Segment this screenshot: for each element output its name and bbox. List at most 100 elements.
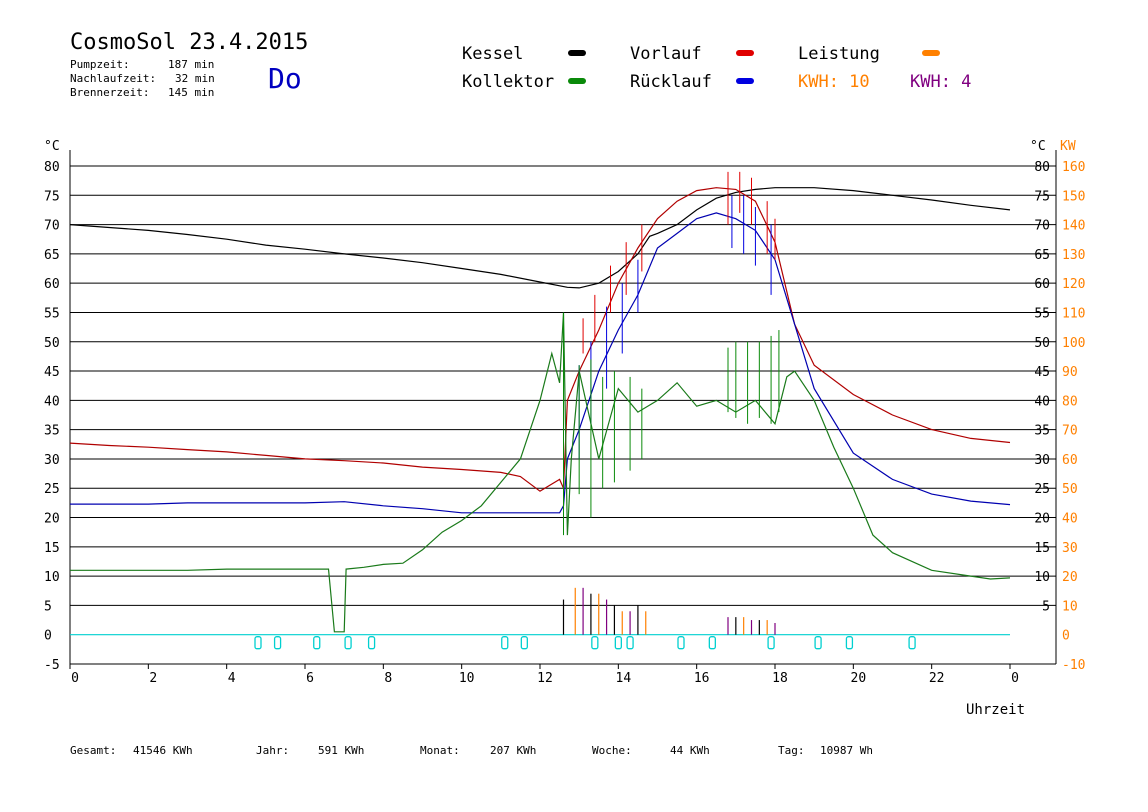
y-tick-label-right: 65 xyxy=(1034,248,1050,263)
chart-ticks: 80757065605550454035302520151050-5807570… xyxy=(44,160,1085,686)
series-line-kollektor xyxy=(70,312,1011,633)
y-tick-label-right: 80 xyxy=(1034,160,1050,175)
legend-vorlauf: Vorlauf xyxy=(630,44,702,64)
y-tick-label-right: 40 xyxy=(1034,394,1050,409)
legend-kollektor: Kollektor xyxy=(462,72,555,92)
legend-kwh2: KWH: 4 xyxy=(910,72,972,92)
x-tick-label: 18 xyxy=(772,671,788,686)
legend-pill-leistung xyxy=(922,50,940,56)
after-time-label: Nachlaufzeit: xyxy=(70,72,157,85)
x-tick-label: 8 xyxy=(384,671,392,686)
x-tick-label: 22 xyxy=(929,671,945,686)
x-tick-label: 14 xyxy=(616,671,632,686)
x-tick-label: 2 xyxy=(149,671,157,686)
legend-kessel: Kessel xyxy=(462,44,524,64)
y-tick-label-kw: 120 xyxy=(1062,277,1085,292)
pump-marker xyxy=(767,636,775,650)
chart-title: CosmoSol 23.4.2015 xyxy=(70,30,309,55)
y-tick-label-kw: 30 xyxy=(1062,541,1078,556)
legend-pill-kessel xyxy=(568,50,586,56)
y-tick-label-left: 75 xyxy=(44,189,60,204)
y-tick-label-left: 45 xyxy=(44,365,60,380)
y-tick-label-kw: 110 xyxy=(1062,306,1085,321)
y-tick-label-left: 60 xyxy=(44,277,60,292)
y-tick-label-left: 25 xyxy=(44,482,60,497)
y-tick-label-left: 15 xyxy=(44,541,60,556)
pump-marker xyxy=(677,636,685,650)
footer-jahr-label: Jahr: xyxy=(256,744,290,757)
pump-marker xyxy=(614,636,622,650)
after-time-value: 32 min xyxy=(175,72,215,85)
legend-pill-ruecklauf xyxy=(736,78,754,84)
y-tick-label-left: 65 xyxy=(44,248,60,263)
y-tick-label-left: 50 xyxy=(44,336,60,351)
x-tick-label: 12 xyxy=(537,671,553,686)
y-tick-label-left: -5 xyxy=(44,658,60,673)
footer-woche-value: 44 KWh xyxy=(670,744,710,757)
y-tick-label-right: 70 xyxy=(1034,219,1050,234)
footer-woche-label: Woche: xyxy=(592,744,632,757)
legend-leistung: Leistung xyxy=(798,44,880,64)
pump-marker xyxy=(254,636,262,650)
y-tick-label-kw: 160 xyxy=(1062,160,1085,175)
y-tick-label-right: 55 xyxy=(1034,306,1050,321)
series-line-kessel xyxy=(69,187,1011,289)
y-tick-label-kw: 20 xyxy=(1062,570,1078,585)
y-tick-label-right: 25 xyxy=(1034,482,1050,497)
x-tick-label: 0 xyxy=(1011,671,1019,686)
y-tick-label-right: 30 xyxy=(1034,453,1050,468)
left-axis-unit: °C xyxy=(44,139,60,154)
y-tick-label-right: 5 xyxy=(1042,599,1050,614)
y-tick-label-left: 35 xyxy=(44,424,60,439)
pump-marker xyxy=(845,636,854,650)
right-axis-unit-kw: KW xyxy=(1060,139,1076,154)
y-tick-label-kw: 100 xyxy=(1062,336,1085,351)
pump-marker xyxy=(708,636,716,650)
y-tick-label-kw: 60 xyxy=(1062,453,1078,468)
y-tick-label-right: 45 xyxy=(1034,365,1050,380)
chart-marks xyxy=(254,50,940,650)
weekday-label: Do xyxy=(268,62,302,95)
y-tick-label-right: 35 xyxy=(1034,424,1050,439)
legend-pill-vorlauf xyxy=(736,50,754,56)
y-tick-label-left: 30 xyxy=(44,453,60,468)
y-tick-label-kw: -10 xyxy=(1062,658,1085,673)
y-tick-label-kw: 50 xyxy=(1062,482,1078,497)
pump-marker xyxy=(591,636,599,650)
y-tick-label-left: 40 xyxy=(44,394,60,409)
y-tick-label-kw: 90 xyxy=(1062,365,1078,380)
y-tick-label-kw: 140 xyxy=(1062,219,1085,234)
series-line-rcklauf xyxy=(70,212,1011,514)
y-tick-label-kw: 150 xyxy=(1062,189,1085,204)
footer-gesamt-value: 41546 KWh xyxy=(133,744,193,757)
pump-marker xyxy=(344,636,352,650)
y-tick-label-right: 10 xyxy=(1034,570,1050,585)
y-tick-label-kw: 70 xyxy=(1062,424,1078,439)
x-tick-label: 16 xyxy=(694,671,710,686)
pump-marker xyxy=(626,636,634,650)
footer-gesamt-label: Gesamt: xyxy=(70,744,117,757)
y-tick-label-left: 80 xyxy=(44,160,60,175)
legend-kwh1: KWH: 10 xyxy=(798,72,870,92)
burner-time-value: 145 min xyxy=(168,86,215,99)
footer-monat-value: 207 KWh xyxy=(490,744,537,757)
y-tick-label-left: 0 xyxy=(44,629,52,644)
x-tick-label: 4 xyxy=(228,671,236,686)
x-tick-label: 0 xyxy=(71,671,79,686)
pump-marker xyxy=(908,636,916,650)
pump-marker xyxy=(520,636,528,650)
pump-marker xyxy=(273,636,282,650)
pump-marker xyxy=(501,636,509,650)
y-tick-label-right: 75 xyxy=(1034,189,1050,204)
pump-marker xyxy=(313,636,321,650)
footer-tag-value: 10987 Wh xyxy=(820,744,873,757)
y-tick-label-right: 50 xyxy=(1034,336,1050,351)
legend-pill-kollektor xyxy=(568,78,586,84)
y-tick-label-right: 20 xyxy=(1034,512,1050,527)
y-tick-label-right: 60 xyxy=(1034,277,1050,292)
y-tick-label-kw: 40 xyxy=(1062,512,1078,527)
y-tick-label-left: 10 xyxy=(44,570,60,585)
legend-ruecklauf: Rücklauf xyxy=(630,72,712,92)
right-axis-unit-c: °C xyxy=(1030,139,1046,154)
